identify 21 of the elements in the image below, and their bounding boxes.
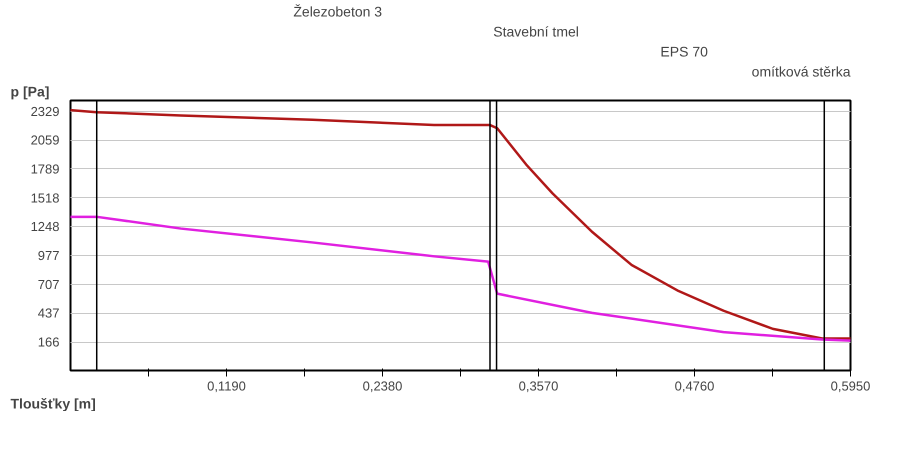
text: Železobeton 3 [293, 4, 382, 20]
y-tick-label: 437 [38, 306, 60, 321]
x-tick-label: 0,5950 [830, 378, 870, 394]
x-tick-label: 0,4760 [674, 378, 714, 394]
text: omítková stěrka [752, 64, 851, 80]
line-series [70, 108, 850, 340]
text: Stavební tmel [493, 24, 579, 40]
y-tick-label: 2329 [30, 104, 60, 119]
x-tick-label: 0,2380 [362, 378, 402, 394]
x-tick-label: 0,3570 [518, 378, 558, 394]
x-tick-label: 0,1190 [207, 378, 246, 394]
y-tick-label: 1518 [30, 190, 60, 206]
y-axis-title: p [Pa] [10, 84, 50, 100]
line-series [70, 216, 850, 342]
y-tick-label: 1248 [30, 219, 60, 234]
y-tick-label: 166 [38, 334, 60, 350]
y-tick-label: 977 [38, 248, 60, 264]
y-tick-label: 1789 [30, 161, 60, 176]
y-tick-label: 707 [38, 276, 60, 292]
y-tick-label: 2059 [30, 132, 60, 148]
text: EPS 70 [660, 44, 708, 60]
